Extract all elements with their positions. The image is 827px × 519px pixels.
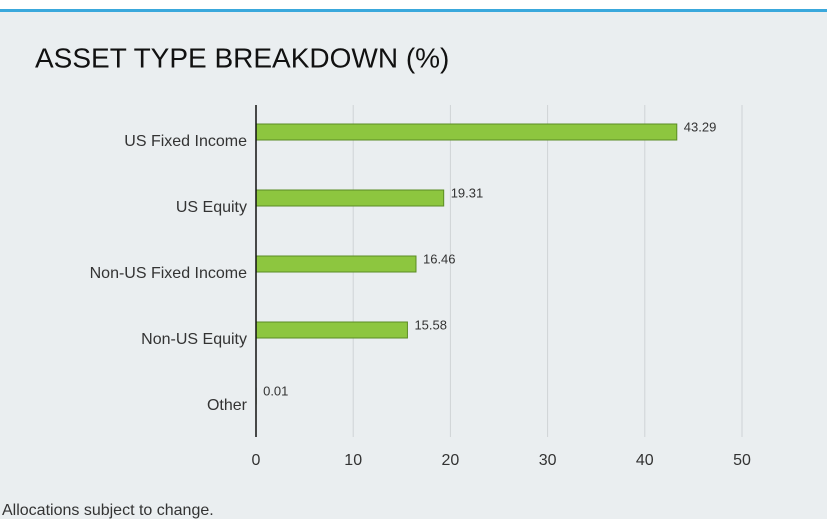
y-tick-label: US Fixed Income (124, 133, 247, 150)
top-border (0, 9, 827, 12)
bar (255, 123, 678, 141)
y-tick-label: Non-US Fixed Income (90, 265, 247, 282)
value-label: 43.29 (684, 119, 717, 134)
value-label: 0.01 (263, 383, 288, 398)
x-tick-label: 10 (344, 452, 362, 469)
value-label: 16.46 (423, 251, 456, 266)
bar (255, 189, 445, 207)
chart-title: ASSET TYPE BREAKDOWN (%) (35, 42, 449, 73)
y-tick-label: US Equity (176, 199, 247, 216)
value-label: 19.31 (451, 185, 484, 200)
x-tick-label: 20 (442, 452, 460, 469)
x-tick-label: 0 (252, 452, 261, 469)
footnote: Allocations subject to change. (2, 502, 214, 519)
x-tick-label: 30 (539, 452, 557, 469)
y-tick-label: Other (207, 397, 248, 414)
bar (255, 321, 408, 339)
y-tick-label: Non-US Equity (141, 331, 247, 348)
x-tick-label: 40 (636, 452, 654, 469)
value-label: 15.58 (414, 317, 447, 332)
bar (255, 255, 417, 273)
x-tick-label: 50 (733, 452, 751, 469)
